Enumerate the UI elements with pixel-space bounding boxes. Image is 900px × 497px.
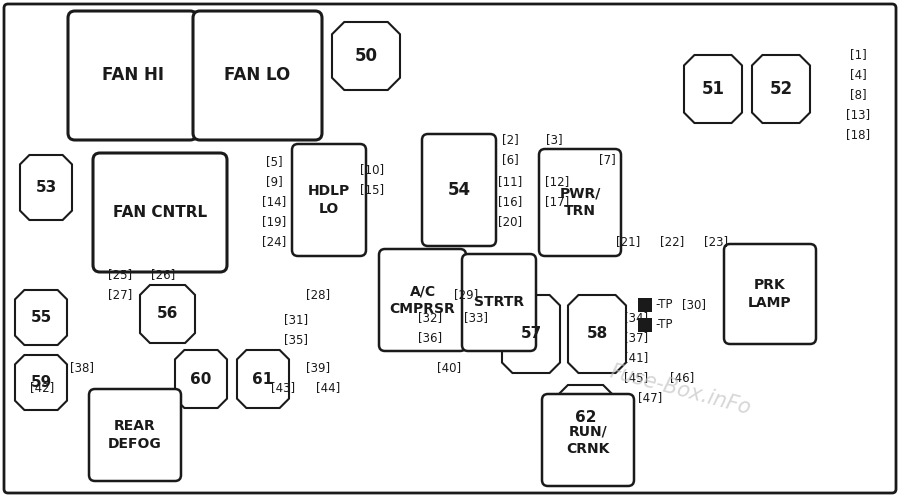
Polygon shape [568, 295, 626, 373]
Text: [37]: [37] [624, 331, 648, 344]
FancyBboxPatch shape [539, 149, 621, 256]
Polygon shape [684, 55, 742, 123]
Text: 56: 56 [157, 307, 178, 322]
FancyBboxPatch shape [89, 389, 181, 481]
Text: 62: 62 [575, 410, 596, 425]
Text: [27]: [27] [108, 288, 132, 302]
Text: [20]: [20] [498, 216, 522, 229]
Text: A/C
CMPRSR: A/C CMPRSR [390, 284, 455, 316]
Text: [23]: [23] [704, 236, 728, 248]
Text: [30]: [30] [682, 299, 706, 312]
Text: -TP: -TP [655, 319, 672, 331]
Text: 57: 57 [520, 327, 542, 341]
Text: [28]: [28] [306, 288, 330, 302]
Text: [29]: [29] [454, 288, 478, 302]
Polygon shape [752, 55, 810, 123]
Text: 61: 61 [252, 371, 274, 387]
FancyBboxPatch shape [542, 394, 634, 486]
Text: HDLP
LO: HDLP LO [308, 184, 350, 216]
Text: [31]: [31] [284, 314, 308, 327]
Polygon shape [175, 350, 227, 408]
Text: [34]: [34] [624, 312, 648, 325]
Text: [24]: [24] [262, 236, 286, 248]
Text: Fuse-Box.inFo: Fuse-Box.inFo [608, 361, 753, 418]
Bar [638, 298, 652, 312]
Text: [32]: [32] [418, 312, 442, 325]
Text: 58: 58 [587, 327, 608, 341]
Text: [12]: [12] [544, 175, 569, 188]
Text: [45]: [45] [624, 371, 648, 385]
Text: [4]: [4] [850, 69, 867, 82]
FancyBboxPatch shape [379, 249, 466, 351]
Text: [3]: [3] [545, 134, 562, 147]
Bar [638, 318, 652, 332]
Text: [42]: [42] [30, 382, 54, 395]
Text: [17]: [17] [544, 195, 569, 209]
Text: 52: 52 [770, 80, 793, 98]
Text: [8]: [8] [850, 88, 867, 101]
Text: [1]: [1] [850, 49, 867, 62]
Text: -TP: -TP [655, 299, 672, 312]
Polygon shape [237, 350, 289, 408]
Text: [7]: [7] [598, 154, 616, 166]
Text: [41]: [41] [624, 351, 648, 364]
Text: [25]: [25] [108, 268, 132, 281]
Text: [9]: [9] [266, 175, 283, 188]
Text: [5]: [5] [266, 156, 283, 168]
Text: [15]: [15] [360, 183, 384, 196]
Text: 53: 53 [35, 180, 57, 195]
Text: [47]: [47] [638, 392, 662, 405]
Text: [36]: [36] [418, 331, 442, 344]
Text: 55: 55 [31, 310, 51, 325]
Text: FAN CNTRL: FAN CNTRL [112, 205, 207, 220]
FancyBboxPatch shape [4, 4, 896, 493]
Text: 50: 50 [355, 47, 377, 65]
FancyBboxPatch shape [292, 144, 366, 256]
Text: [11]: [11] [498, 175, 522, 188]
Polygon shape [15, 290, 67, 345]
Text: [14]: [14] [262, 195, 286, 209]
Text: [19]: [19] [262, 216, 286, 229]
Polygon shape [15, 355, 67, 410]
Text: [16]: [16] [498, 195, 522, 209]
Text: [2]: [2] [501, 134, 518, 147]
Text: [21]: [21] [616, 236, 640, 248]
Text: [39]: [39] [306, 361, 330, 375]
Text: [13]: [13] [846, 108, 870, 121]
Text: FAN HI: FAN HI [102, 67, 164, 84]
Text: [40]: [40] [436, 361, 461, 375]
Text: 51: 51 [701, 80, 724, 98]
Polygon shape [558, 385, 613, 450]
Text: PWR/
TRN: PWR/ TRN [559, 187, 600, 218]
Text: [33]: [33] [464, 312, 488, 325]
Text: [26]: [26] [151, 268, 176, 281]
Text: [10]: [10] [360, 164, 384, 176]
Polygon shape [332, 22, 400, 90]
Text: [44]: [44] [316, 382, 340, 395]
Text: 60: 60 [190, 371, 212, 387]
FancyBboxPatch shape [93, 153, 227, 272]
Text: 59: 59 [31, 375, 51, 390]
Text: [43]: [43] [271, 382, 295, 395]
FancyBboxPatch shape [422, 134, 496, 246]
Text: RUN/
CRNK: RUN/ CRNK [566, 424, 609, 456]
Text: [6]: [6] [501, 154, 518, 166]
Text: [35]: [35] [284, 333, 308, 346]
Text: FAN LO: FAN LO [224, 67, 291, 84]
FancyBboxPatch shape [193, 11, 322, 140]
Polygon shape [502, 295, 560, 373]
Text: REAR
DEFOG: REAR DEFOG [108, 419, 162, 451]
FancyBboxPatch shape [462, 254, 536, 351]
Text: STRTR: STRTR [474, 296, 524, 310]
FancyBboxPatch shape [724, 244, 816, 344]
FancyBboxPatch shape [68, 11, 197, 140]
Polygon shape [140, 285, 195, 343]
Polygon shape [20, 155, 72, 220]
Text: PRK
LAMP: PRK LAMP [748, 278, 792, 310]
Text: 54: 54 [447, 181, 471, 199]
Text: [38]: [38] [70, 361, 94, 375]
Text: [22]: [22] [660, 236, 684, 248]
Text: [18]: [18] [846, 129, 870, 142]
Text: [46]: [46] [670, 371, 694, 385]
